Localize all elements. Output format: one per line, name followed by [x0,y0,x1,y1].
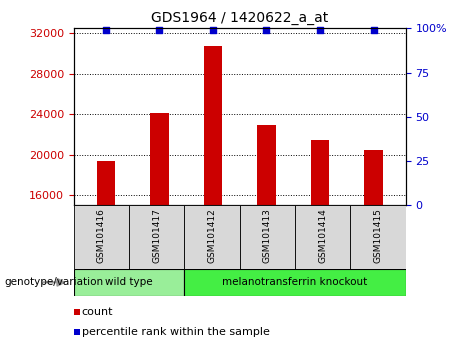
Point [370,27,377,33]
Title: GDS1964 / 1420622_a_at: GDS1964 / 1420622_a_at [151,11,328,24]
Text: melanotransferrin knockout: melanotransferrin knockout [222,277,368,287]
Bar [74,269,184,296]
Bar [311,139,330,205]
Text: GSM101417: GSM101417 [152,208,161,263]
Text: GSM101415: GSM101415 [373,208,383,263]
Point [316,27,324,33]
Text: GSM101416: GSM101416 [97,208,106,263]
Text: genotype/variation: genotype/variation [5,277,104,287]
Bar [184,269,406,296]
Point [263,27,270,33]
Point [102,27,110,33]
Bar [257,125,276,205]
Bar [184,205,240,269]
Text: wild type: wild type [105,277,153,287]
Bar [150,113,169,205]
Text: count: count [82,307,113,317]
Bar [74,205,129,269]
Bar [364,150,383,205]
Bar [295,205,350,269]
Point [209,27,217,33]
Point [156,27,163,33]
Bar [96,161,115,205]
Text: percentile rank within the sample: percentile rank within the sample [82,326,270,337]
Bar [350,205,406,269]
Bar [204,46,222,205]
Text: GSM101414: GSM101414 [318,208,327,263]
Text: GSM101413: GSM101413 [263,208,272,263]
Text: GSM101412: GSM101412 [207,208,217,263]
Bar [129,205,184,269]
Bar [240,205,295,269]
